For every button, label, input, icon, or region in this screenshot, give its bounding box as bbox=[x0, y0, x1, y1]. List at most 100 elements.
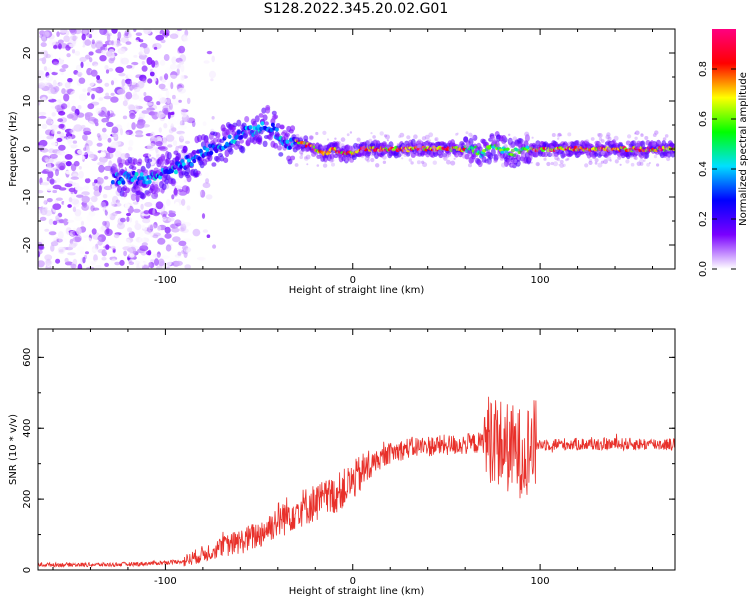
snr-ytick-label: 200 bbox=[22, 490, 33, 509]
heatmap-noise-blob bbox=[89, 57, 93, 63]
heatmap-noise-blob bbox=[63, 200, 68, 207]
figure-title: S128.2022.345.20.02.G01 bbox=[263, 1, 449, 17]
heatmap-band-speck bbox=[382, 160, 387, 164]
heatmap-noise-blob bbox=[41, 123, 48, 130]
heatmap-noise-blob bbox=[97, 248, 106, 254]
heatmap-band-speck bbox=[302, 148, 306, 152]
heatmap-ridge-halo bbox=[493, 153, 499, 162]
heatmap-ridge-halo bbox=[279, 124, 285, 130]
heatmap-ridge-halo bbox=[219, 155, 225, 162]
heatmap-noise-blob bbox=[192, 228, 201, 237]
heatmap-band-speck bbox=[329, 158, 334, 163]
heatmap-band-speck bbox=[653, 154, 658, 159]
heatmap-band-speck bbox=[597, 133, 603, 138]
heatmap-noise-blob bbox=[77, 149, 83, 155]
heatmap-ytick-label: -10 bbox=[22, 189, 33, 205]
heatmap-noise-blob bbox=[42, 155, 52, 160]
heatmap-noise-blob bbox=[174, 260, 183, 266]
heatmap-noise-blob bbox=[45, 129, 53, 136]
heatmap-band-speck bbox=[349, 131, 353, 134]
heatmap-noise-blob bbox=[98, 111, 107, 118]
heatmap-noise-blob bbox=[138, 39, 144, 43]
heatmap-noise-blob bbox=[103, 165, 113, 171]
heatmap-noise-blob bbox=[167, 105, 174, 113]
heatmap-band-speck bbox=[662, 137, 667, 141]
heatmap-noise-blob bbox=[95, 210, 101, 214]
heatmap-noise-blob bbox=[117, 48, 126, 55]
heatmap-noise-blob bbox=[183, 36, 189, 42]
heatmap-noise-blob bbox=[73, 242, 78, 247]
heatmap-noise-blob bbox=[76, 194, 84, 198]
heatmap-noise-blob bbox=[96, 75, 101, 80]
heatmap-noise-blob bbox=[73, 124, 83, 132]
heatmap-band-speck bbox=[421, 136, 427, 141]
heatmap-band-speck bbox=[365, 140, 371, 145]
heatmap-noise-blob bbox=[48, 229, 56, 237]
heatmap-ridge-core bbox=[205, 147, 210, 152]
heatmap-band-speck bbox=[546, 148, 551, 154]
heatmap-band-speck bbox=[556, 133, 561, 138]
heatmap-noise-blob bbox=[52, 61, 58, 65]
heatmap-ridge-halo bbox=[143, 172, 149, 177]
snr-ytick-label: 400 bbox=[22, 419, 33, 438]
heatmap-ridge-core bbox=[121, 180, 126, 185]
heatmap-noise-blob bbox=[44, 254, 53, 261]
heatmap-band-speck bbox=[304, 156, 308, 160]
heatmap-noise-blob bbox=[55, 161, 63, 168]
heatmap-noise-blob bbox=[111, 211, 118, 217]
heatmap-ridge-halo bbox=[547, 152, 553, 157]
heatmap-noise-blob bbox=[54, 104, 63, 111]
heatmap-noise-blob bbox=[174, 219, 182, 227]
heatmap-band-speck bbox=[403, 148, 408, 153]
heatmap-band-speck bbox=[639, 158, 644, 164]
heatmap-band-speck bbox=[580, 149, 583, 152]
heatmap-noise-blob bbox=[119, 94, 124, 101]
heatmap-xtick-label: -100 bbox=[154, 275, 177, 286]
heatmap-band-speck bbox=[531, 149, 535, 153]
heatmap-noise-blob bbox=[147, 143, 156, 151]
heatmap-ridge-halo bbox=[273, 142, 279, 149]
heatmap-band-speck bbox=[597, 162, 603, 168]
heatmap-noise-blob bbox=[104, 220, 110, 229]
heatmap-band-speck bbox=[594, 161, 598, 165]
heatmap-noise-blob bbox=[93, 118, 99, 124]
heatmap-noise-blob bbox=[178, 99, 182, 103]
heatmap-noise-blob bbox=[156, 112, 165, 119]
heatmap-noise-blob bbox=[159, 59, 166, 66]
heatmap-noise-blob bbox=[185, 247, 190, 254]
heatmap-noise-blob bbox=[172, 140, 178, 147]
heatmap-band-speck bbox=[540, 143, 543, 146]
heatmap-noise-blob bbox=[171, 227, 180, 233]
heatmap-noise-blob bbox=[100, 133, 108, 140]
heatmap-band-speck bbox=[633, 155, 637, 160]
heatmap-ridge-core bbox=[117, 180, 122, 185]
heatmap-noise-blob bbox=[81, 195, 90, 203]
heatmap-band-speck bbox=[558, 132, 562, 137]
heatmap-ridge-halo bbox=[290, 125, 296, 132]
heatmap-band-speck bbox=[413, 134, 418, 139]
heatmap-xtick-label: 100 bbox=[531, 275, 550, 286]
heatmap-band-speck bbox=[627, 146, 633, 152]
heatmap-noise-blob bbox=[143, 210, 150, 215]
heatmap-band-speck bbox=[534, 146, 538, 150]
heatmap-ridge-halo bbox=[132, 158, 138, 165]
heatmap-band-speck bbox=[294, 163, 299, 167]
heatmap-noise-blob bbox=[119, 110, 126, 118]
heatmap-band-speck bbox=[496, 131, 499, 134]
heatmap-band-speck bbox=[591, 155, 596, 160]
heatmap-noise-blob bbox=[77, 263, 83, 269]
heatmap-band-speck bbox=[551, 133, 556, 137]
heatmap-ridge-halo bbox=[195, 170, 201, 175]
heatmap-noise-blob bbox=[208, 70, 217, 79]
heatmap-band-speck bbox=[647, 145, 650, 148]
heatmap-noise-blob bbox=[180, 74, 185, 81]
heatmap-ridge-halo bbox=[489, 134, 495, 140]
heatmap-noise-blob bbox=[134, 104, 139, 113]
heatmap-band-speck bbox=[299, 136, 303, 141]
heatmap-band-speck bbox=[448, 146, 453, 152]
heatmap-noise-blob bbox=[148, 200, 158, 206]
heatmap-ridge-halo bbox=[143, 169, 149, 174]
heatmap-noise-blob bbox=[71, 128, 75, 134]
heatmap-band-speck bbox=[600, 139, 605, 143]
heatmap-noise-blob bbox=[78, 93, 87, 101]
